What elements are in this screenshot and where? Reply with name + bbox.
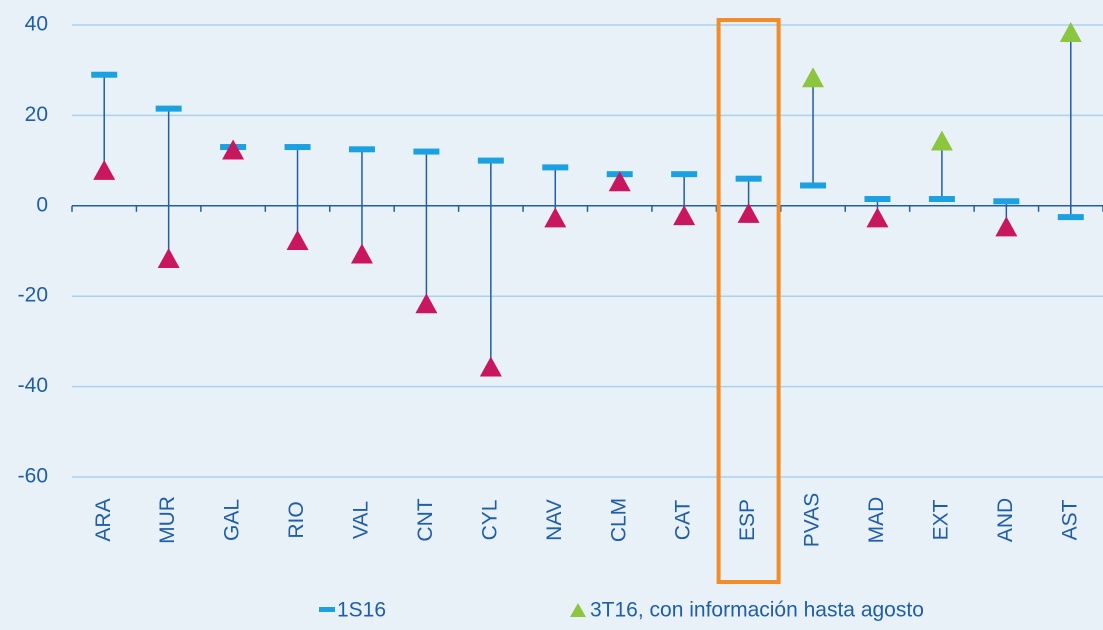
triangle-marker <box>1059 22 1082 43</box>
highlight-box <box>716 18 781 584</box>
triangle-marker <box>673 205 696 226</box>
x-tick-label: CLM <box>607 498 630 542</box>
triangle-marker <box>608 171 631 192</box>
x-tick-label: EXT <box>929 499 952 540</box>
triangle-marker <box>157 248 180 269</box>
triangle-marker <box>415 293 438 314</box>
triangle-marker <box>866 207 889 228</box>
y-tick-label: 20 <box>25 103 48 126</box>
x-tick-label: CAT <box>672 500 695 541</box>
dash-marker <box>735 175 762 182</box>
x-tick-label: MAD <box>865 497 888 544</box>
triangle-marker <box>350 243 373 264</box>
dash-marker <box>155 105 182 112</box>
x-tick-label: PVAS <box>801 493 824 547</box>
triangle-marker <box>995 216 1018 237</box>
legend-dash <box>319 607 335 612</box>
x-tick-label: ESP <box>736 499 759 541</box>
dash-marker <box>542 164 569 171</box>
x-tick-label: NAV <box>543 499 566 541</box>
y-tick-label: -60 <box>18 465 48 488</box>
dash-marker <box>928 196 955 203</box>
triangle-marker <box>93 159 116 180</box>
dash-marker <box>864 196 891 203</box>
dash-marker <box>800 182 827 189</box>
legend-label: 1S16 <box>337 599 386 622</box>
triangle-marker <box>286 229 309 250</box>
dash-marker <box>671 171 698 178</box>
dash-marker <box>413 148 440 155</box>
dash-marker <box>993 198 1020 205</box>
x-tick-label: CNT <box>414 498 437 541</box>
dash-marker <box>477 157 504 164</box>
x-tick-label: ARA <box>92 498 115 541</box>
triangle-marker <box>802 67 825 88</box>
dash-marker <box>348 146 375 153</box>
y-tick-label: 40 <box>25 13 48 36</box>
x-tick-label: VAL <box>350 501 373 539</box>
triangle-marker <box>479 356 502 377</box>
triangle-marker <box>222 139 245 160</box>
x-tick-label: MUR <box>156 496 179 544</box>
triangle-marker <box>544 207 567 228</box>
x-tick-label: AND <box>994 498 1017 542</box>
triangle-marker <box>930 130 953 151</box>
y-tick-label: -20 <box>18 284 48 307</box>
legend-triangle <box>570 603 586 617</box>
x-tick-label: GAL <box>221 499 244 541</box>
x-tick-label: CYL <box>478 500 501 541</box>
y-tick-label: -40 <box>18 374 48 397</box>
triangle-marker <box>737 202 760 223</box>
dash-marker <box>91 71 118 78</box>
dash-marker <box>1057 214 1084 221</box>
x-tick-label: AST <box>1058 499 1081 540</box>
y-tick-label: 0 <box>36 193 48 216</box>
legend-label: 3T16, con información hasta agosto <box>590 599 924 622</box>
x-tick-label: RIO <box>285 501 308 538</box>
dash-marker <box>284 144 311 151</box>
